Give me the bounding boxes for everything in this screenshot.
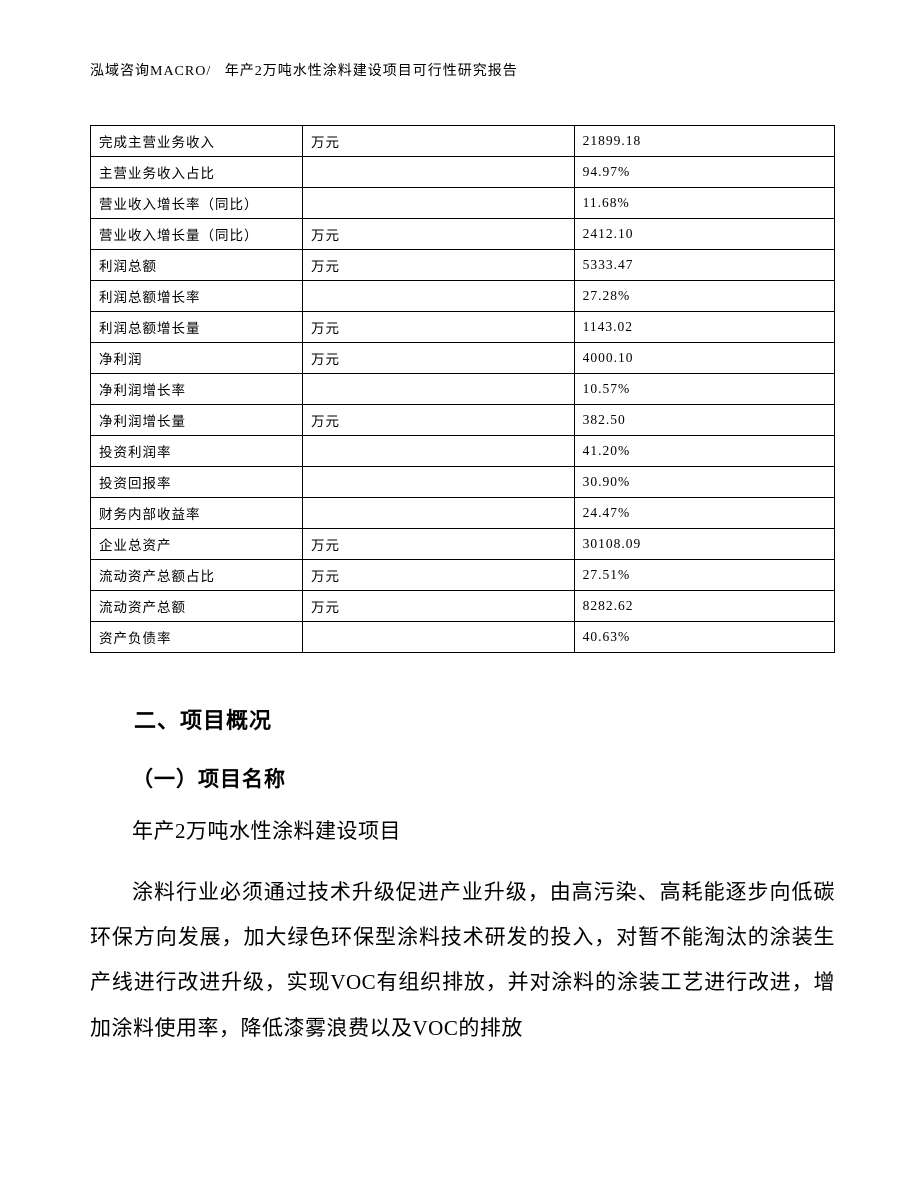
row-value: 27.51% [574,560,834,591]
table-row: 净利润 万元 4000.10 [91,343,835,374]
row-label: 流动资产总额 [91,591,303,622]
row-value: 24.47% [574,498,834,529]
row-value: 40.63% [574,622,834,653]
table-row: 财务内部收益率 24.47% [91,498,835,529]
table-row: 净利润增长率 10.57% [91,374,835,405]
row-value: 1143.02 [574,312,834,343]
row-label: 流动资产总额占比 [91,560,303,591]
row-label: 利润总额增长量 [91,312,303,343]
table-row: 完成主营业务收入 万元 21899.18 [91,126,835,157]
table-row: 主营业务收入占比 94.97% [91,157,835,188]
row-unit: 万元 [303,219,575,250]
row-value: 10.57% [574,374,834,405]
row-value: 21899.18 [574,126,834,157]
table-row: 利润总额 万元 5333.47 [91,250,835,281]
row-value: 41.20% [574,436,834,467]
table-row: 投资回报率 30.90% [91,467,835,498]
row-label: 利润总额 [91,250,303,281]
row-value: 11.68% [574,188,834,219]
row-label: 净利润增长量 [91,405,303,436]
header-company: 泓域咨询MACRO/ [90,64,211,79]
subsection-heading: （一）项目名称 [90,763,835,793]
row-unit: 万元 [303,405,575,436]
project-name: 年产2万吨水性涂料建设项目 [90,809,835,854]
row-unit: 万元 [303,250,575,281]
row-value: 27.28% [574,281,834,312]
row-value: 2412.10 [574,219,834,250]
row-unit: 万元 [303,126,575,157]
financial-table: 完成主营业务收入 万元 21899.18 主营业务收入占比 94.97% 营业收… [90,125,835,653]
page-header: 泓域咨询MACRO/ 年产2万吨水性涂料建设项目可行性研究报告 [90,60,518,80]
row-unit [303,622,575,653]
row-unit [303,157,575,188]
row-unit: 万元 [303,560,575,591]
row-value: 4000.10 [574,343,834,374]
table-row: 企业总资产 万元 30108.09 [91,529,835,560]
table-body: 完成主营业务收入 万元 21899.18 主营业务收入占比 94.97% 营业收… [91,126,835,653]
row-unit [303,498,575,529]
row-unit: 万元 [303,343,575,374]
row-value: 30108.09 [574,529,834,560]
section-overview: 二、项目概况 （一）项目名称 年产2万吨水性涂料建设项目 涂料行业必须通过技术升… [90,703,835,1051]
row-label: 净利润 [91,343,303,374]
row-label: 企业总资产 [91,529,303,560]
row-unit [303,374,575,405]
row-unit: 万元 [303,312,575,343]
row-label: 营业收入增长率（同比） [91,188,303,219]
row-label: 利润总额增长率 [91,281,303,312]
table-row: 营业收入增长量（同比） 万元 2412.10 [91,219,835,250]
table-row: 流动资产总额 万元 8282.62 [91,591,835,622]
row-label: 资产负债率 [91,622,303,653]
row-value: 8282.62 [574,591,834,622]
row-label: 营业收入增长量（同比） [91,219,303,250]
row-value: 5333.47 [574,250,834,281]
header-title: 年产2万吨水性涂料建设项目可行性研究报告 [225,64,518,79]
row-label: 财务内部收益率 [91,498,303,529]
row-label: 主营业务收入占比 [91,157,303,188]
row-value: 30.90% [574,467,834,498]
row-unit [303,281,575,312]
row-unit [303,188,575,219]
row-unit [303,467,575,498]
table-row: 净利润增长量 万元 382.50 [91,405,835,436]
row-label: 投资利润率 [91,436,303,467]
table-row: 流动资产总额占比 万元 27.51% [91,560,835,591]
row-unit: 万元 [303,529,575,560]
table-row: 利润总额增长量 万元 1143.02 [91,312,835,343]
row-label: 净利润增长率 [91,374,303,405]
section-heading: 二、项目概况 [90,703,835,735]
row-label: 完成主营业务收入 [91,126,303,157]
table-row: 投资利润率 41.20% [91,436,835,467]
row-label: 投资回报率 [91,467,303,498]
table-row: 利润总额增长率 27.28% [91,281,835,312]
table-row: 营业收入增长率（同比） 11.68% [91,188,835,219]
row-value: 94.97% [574,157,834,188]
row-value: 382.50 [574,405,834,436]
row-unit [303,436,575,467]
table-row: 资产负债率 40.63% [91,622,835,653]
row-unit: 万元 [303,591,575,622]
paragraph: 涂料行业必须通过技术升级促进产业升级，由高污染、高耗能逐步向低碳环保方向发展，加… [90,870,835,1051]
content-area: 完成主营业务收入 万元 21899.18 主营业务收入占比 94.97% 营业收… [90,125,835,1051]
